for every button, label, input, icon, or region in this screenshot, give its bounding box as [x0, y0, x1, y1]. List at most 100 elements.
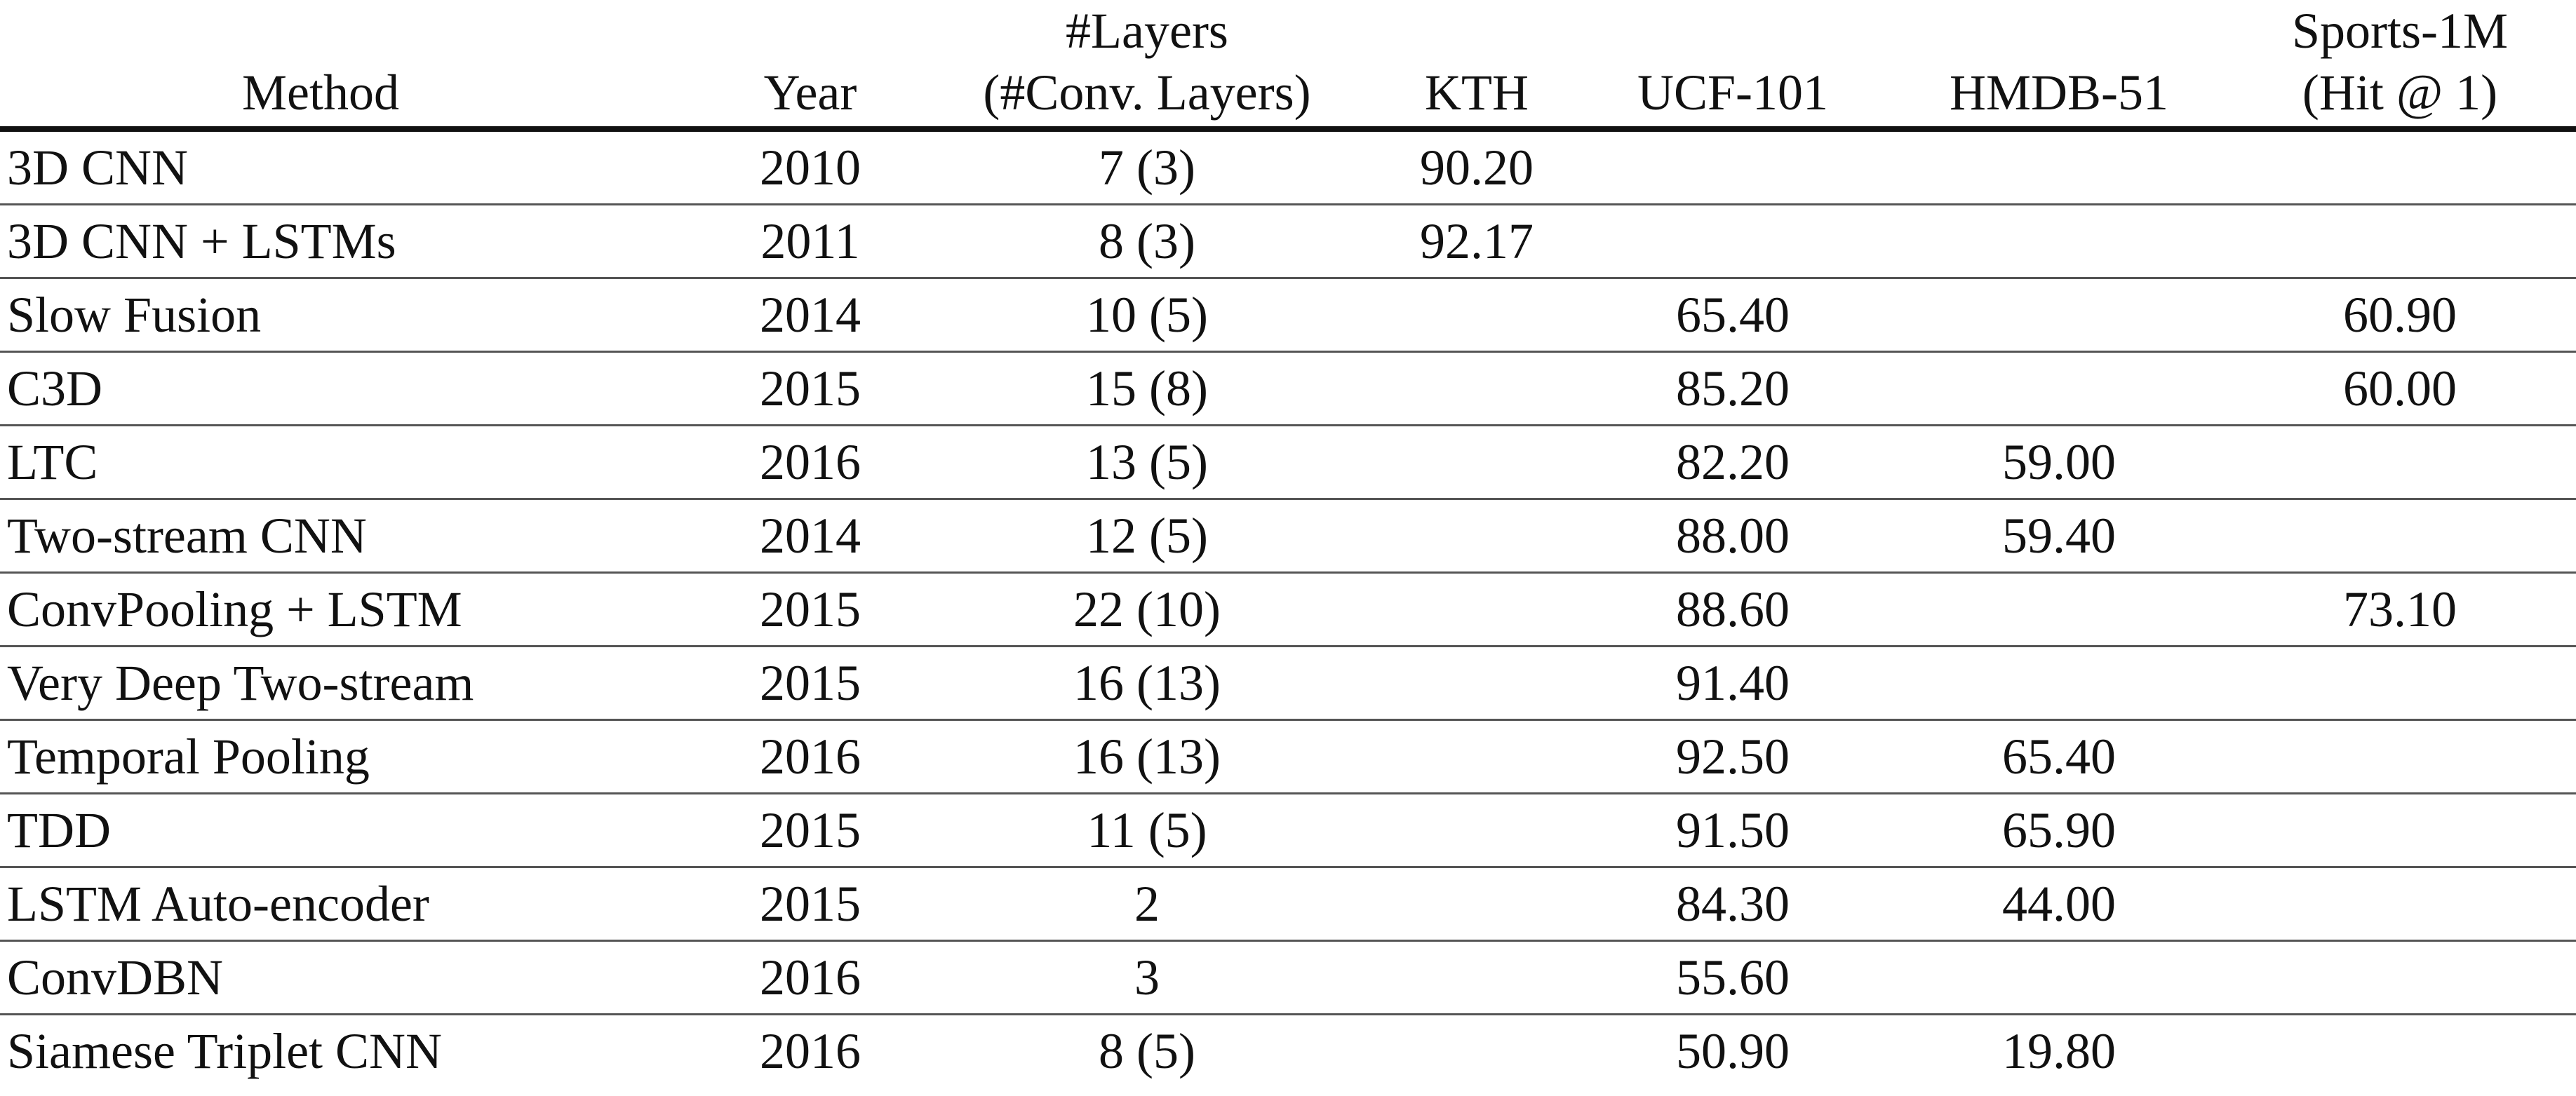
- cell-layers: 3: [912, 940, 1382, 1015]
- cell-method: Very Deep Two-stream: [0, 646, 709, 721]
- cell-ucf: 91.50: [1571, 793, 1894, 868]
- cell-hmdb: 59.40: [1894, 499, 2224, 574]
- header-sports-line1: Sports-1M: [2291, 3, 2509, 59]
- cell-year: 2014: [709, 499, 912, 574]
- header-row: Method Year #Layers (#Conv. Layers) KTH …: [0, 0, 2576, 132]
- cell-year: 2011: [709, 204, 912, 279]
- cell-layers: 12 (5): [912, 499, 1382, 574]
- cell-kth: [1382, 940, 1571, 1015]
- table-row: 3D CNN + LSTMs 2011 8 (3) 92.17: [0, 204, 2576, 279]
- cell-ucf: 82.20: [1571, 425, 1894, 500]
- cell-layers: 13 (5): [912, 425, 1382, 500]
- cell-ucf: [1571, 204, 1894, 279]
- header-kth: KTH: [1382, 0, 1571, 132]
- cell-kth: [1382, 646, 1571, 721]
- cell-kth: [1382, 719, 1571, 794]
- cell-hmdb: 19.80: [2002, 1023, 2116, 1079]
- cell-sports: [2224, 940, 2576, 1015]
- cell-year: 2016: [709, 719, 912, 794]
- table-body: 3D CNN 2010 7 (3) 90.20 3D CNN + LSTMs 2011 8 …: [0, 129, 2576, 1087]
- table-row: LTC 2016 13 (5) 82.20 59.00: [0, 425, 2576, 500]
- cell-kth: 92.17: [1382, 204, 1571, 279]
- table-row: LSTM Auto-encoder 2015 2 84.30 44.00: [0, 867, 2576, 942]
- header-layers-line1: #Layers: [1066, 3, 1228, 59]
- cell-layers: 16 (13): [912, 646, 1382, 721]
- cell-method: Slow Fusion: [0, 278, 709, 353]
- cell-ucf: 91.40: [1571, 646, 1894, 721]
- cell-ucf: 88.00: [1571, 499, 1894, 574]
- cell-hmdb: 44.00: [1894, 867, 2224, 942]
- table-row: ConvPooling + LSTM 2015 22 (10) 88.60 73.10: [0, 572, 2576, 647]
- table-row: ConvDBN 2016 3 55.60: [0, 940, 2576, 1015]
- table-row: TDD 2015 11 (5) 91.50 65.90: [0, 793, 2576, 868]
- cell-layers: 7 (3): [912, 129, 1382, 205]
- cell-year: 2015: [709, 646, 912, 721]
- cell-layers: 10 (5): [912, 278, 1382, 353]
- cell-layers: 11 (5): [912, 793, 1382, 868]
- cell-sports: [2224, 867, 2576, 942]
- cell-sports: 73.10: [2224, 572, 2576, 647]
- table-row: Very Deep Two-stream 2015 16 (13) 91.40: [0, 646, 2576, 721]
- cell-kth: [1382, 793, 1571, 868]
- table-row: 3D CNN 2010 7 (3) 90.20: [0, 129, 2576, 205]
- cell-hmdb: [1894, 646, 2224, 721]
- cell-hmdb: [1894, 204, 2224, 279]
- cell-year: 2015: [709, 351, 912, 426]
- table-row: Siamese Triplet CNN 2016 8 (5) 50.90 19.80: [0, 1015, 2576, 1088]
- cell-ucf: 92.50: [1571, 719, 1894, 794]
- cell-sports: [2224, 719, 2576, 794]
- cell-sports: [2224, 793, 2576, 868]
- cell-sports: [2224, 646, 2576, 721]
- cell-sports: [2224, 129, 2576, 205]
- cell-ucf: [1571, 129, 1894, 205]
- cell-method: C3D: [0, 351, 709, 426]
- cell-kth: [1382, 425, 1571, 500]
- cell-sports: [2224, 425, 2576, 500]
- cell-hmdb: 65.90: [1894, 793, 2224, 868]
- cell-kth: [1382, 867, 1571, 942]
- cell-hmdb: 59.00: [1894, 425, 2224, 500]
- header-sports-line2: (Hit @ 1): [2302, 65, 2498, 121]
- cell-layers: 2: [912, 867, 1382, 942]
- cell-hmdb: [1894, 129, 2224, 205]
- cell-kth: [1382, 278, 1571, 353]
- cell-method: Temporal Pooling: [0, 719, 709, 794]
- cell-method: Two-stream CNN: [0, 499, 709, 574]
- cell-method: TDD: [0, 793, 709, 868]
- table-row: Two-stream CNN 2014 12 (5) 88.00 59.40: [0, 499, 2576, 574]
- cell-kth: 90.20: [1382, 129, 1571, 205]
- cell-year: 2010: [709, 129, 912, 205]
- cell-layers: 16 (13): [912, 719, 1382, 794]
- header-layers-line2: (#Conv. Layers): [983, 65, 1311, 121]
- header-year: Year: [709, 0, 912, 132]
- cell-ucf: 88.60: [1571, 572, 1894, 647]
- cell-year: 2016: [709, 425, 912, 500]
- header-sports: Sports-1M (Hit @ 1): [2224, 0, 2576, 132]
- cell-year: 2016: [709, 940, 912, 1015]
- cell-hmdb: [1894, 351, 2224, 426]
- cell-method: 3D CNN + LSTMs: [0, 204, 709, 279]
- cell-sports: [2224, 1015, 2576, 1088]
- cell-ucf: 65.40: [1571, 278, 1894, 353]
- cell-layers: 15 (8): [912, 351, 1382, 426]
- cell-sports: [2224, 204, 2576, 279]
- table-row: C3D 2015 15 (8) 85.20 60.00: [0, 351, 2576, 426]
- cell-ucf: 84.30: [1571, 867, 1894, 942]
- table-row: Slow Fusion 2014 10 (5) 65.40 60.90: [0, 278, 2576, 353]
- table-row: Temporal Pooling 2016 16 (13) 92.50 65.40: [0, 719, 2576, 794]
- cell-method: LTC: [0, 425, 709, 500]
- cell-year: 2014: [709, 278, 912, 353]
- cell-sports: 60.00: [2224, 351, 2576, 426]
- header-layers: #Layers (#Conv. Layers): [912, 0, 1382, 132]
- cell-ucf: 55.60: [1571, 940, 1894, 1015]
- cell-hmdb: 65.40: [1894, 719, 2224, 794]
- header-method: Method: [0, 0, 709, 132]
- cell-sports: 60.90: [2224, 278, 2576, 353]
- cell-year: 2015: [709, 572, 912, 647]
- cell-year: 2015: [709, 867, 912, 942]
- cell-layers: 22 (10): [912, 572, 1382, 647]
- cell-method: Siamese Triplet CNN: [7, 1023, 443, 1079]
- cell-layers: 8 (5): [1099, 1023, 1195, 1079]
